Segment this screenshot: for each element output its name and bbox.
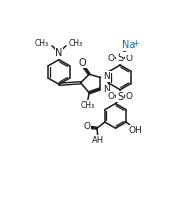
Text: CH₃: CH₃ (35, 39, 49, 48)
Text: OH: OH (129, 126, 143, 135)
Text: CH₃: CH₃ (69, 39, 83, 48)
Text: O: O (107, 92, 114, 101)
Text: N: N (103, 72, 110, 81)
Text: O⁻: O⁻ (121, 45, 133, 54)
Text: CH₃: CH₃ (81, 101, 95, 110)
Text: O: O (107, 54, 114, 63)
Text: +: + (132, 39, 139, 48)
Text: AH: AH (92, 136, 104, 145)
Text: N: N (55, 48, 63, 59)
Text: O: O (126, 92, 133, 101)
Text: N: N (103, 85, 110, 94)
Text: Na: Na (122, 40, 135, 50)
Text: O: O (78, 58, 86, 68)
Text: S: S (117, 53, 123, 63)
Text: S: S (117, 92, 123, 102)
Text: O: O (84, 122, 90, 131)
Text: O: O (126, 54, 133, 63)
